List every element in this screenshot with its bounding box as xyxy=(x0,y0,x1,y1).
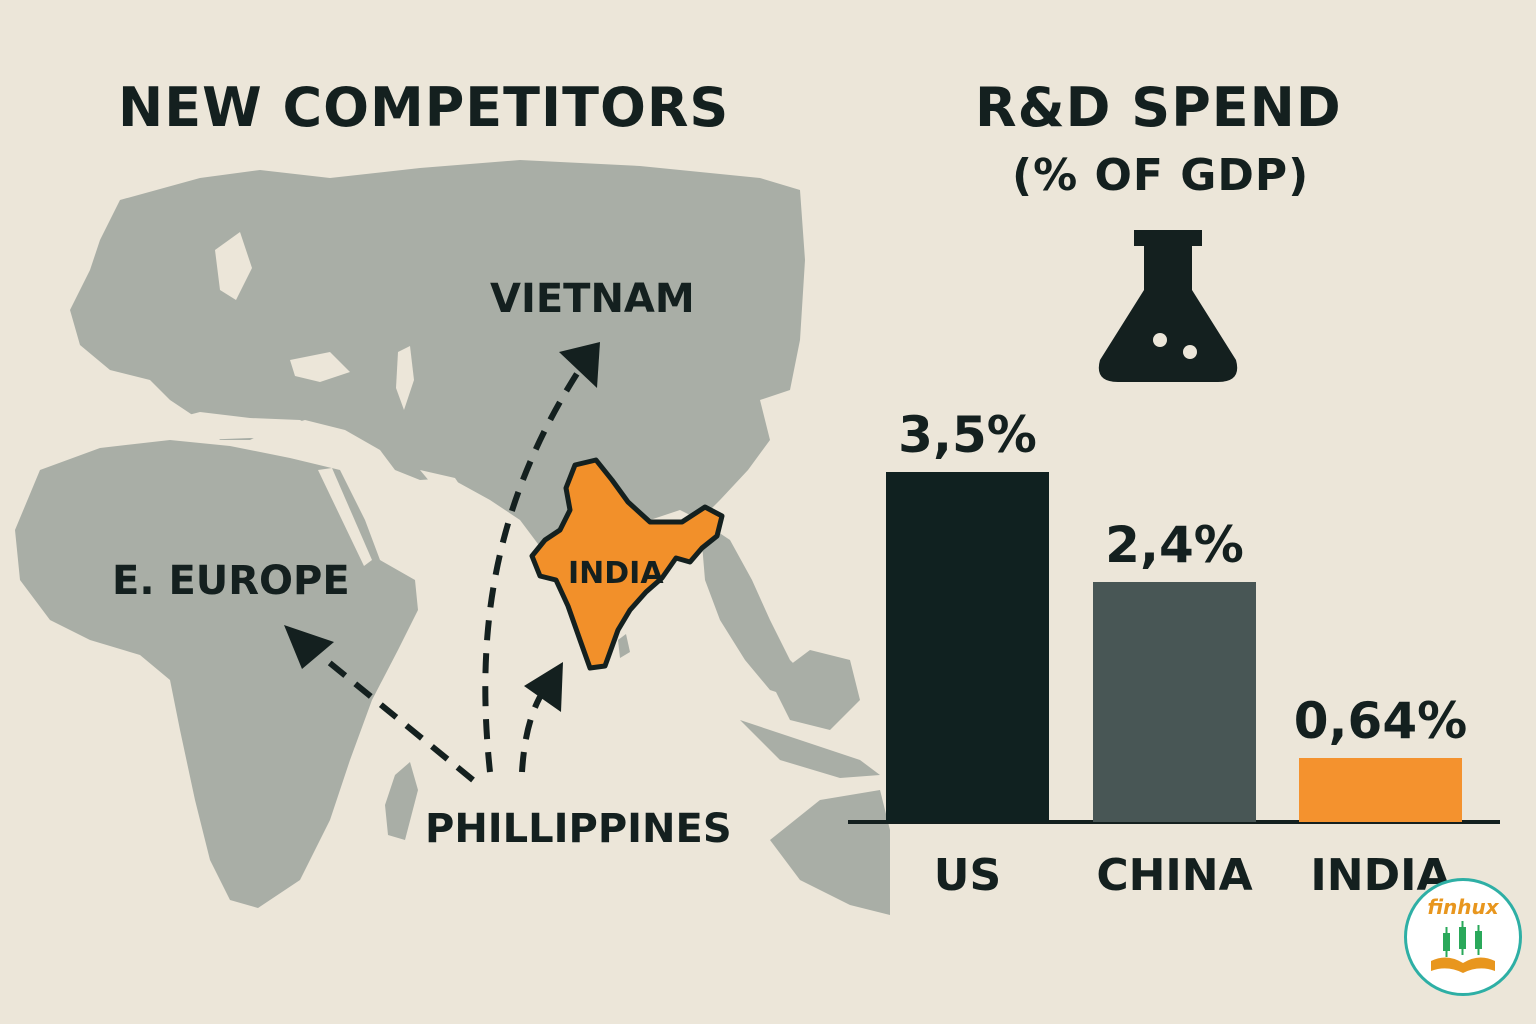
map-land-borneo xyxy=(770,650,860,730)
map-land-indonesia xyxy=(740,720,880,778)
map-land-africa xyxy=(15,440,418,908)
map-label-india: INDIA xyxy=(568,556,664,591)
arrowhead-india xyxy=(524,662,563,712)
data-label-india: 0,64% xyxy=(1294,692,1467,750)
map-land-seasia xyxy=(700,520,820,700)
arrowhead-europe xyxy=(284,625,334,669)
data-label-china: 2,4% xyxy=(1105,516,1244,574)
map-label-vietnam: VIETNAM xyxy=(490,276,695,322)
bar-us xyxy=(886,472,1049,822)
map-sea-black xyxy=(290,352,350,382)
arrow-to-vietnam xyxy=(482,370,581,773)
map-india-highlight xyxy=(529,457,725,671)
bar-india xyxy=(1299,758,1462,822)
map-sea-caspian xyxy=(396,346,414,410)
logo-text: finhux xyxy=(1427,895,1499,919)
map-land-srilanka xyxy=(618,634,630,658)
map-land-madagascar xyxy=(385,762,418,840)
map-title: NEW COMPETITORS xyxy=(118,76,730,139)
bar-china xyxy=(1093,582,1256,822)
map-label-europe: E. EUROPE xyxy=(112,558,350,604)
map-sea-persian xyxy=(420,470,470,500)
chart-title: R&D SPEND xyxy=(975,76,1342,139)
finhux-logo: finhux xyxy=(1404,878,1522,996)
logo-emblem-icon xyxy=(1431,921,1495,973)
tick-label-china: CHINA xyxy=(1096,850,1252,901)
tick-label-us: US xyxy=(934,850,1001,901)
data-label-us: 3,5% xyxy=(898,406,1037,464)
arrowhead-vietnam xyxy=(559,342,600,388)
chart-subtitle: (% OF GDP) xyxy=(1012,150,1310,201)
map-label-philippines: PHILLIPPINES xyxy=(425,806,732,852)
map-sea-mediterranean xyxy=(150,412,330,440)
map-sea-red xyxy=(318,468,372,566)
map-sea-baltic xyxy=(215,232,252,300)
